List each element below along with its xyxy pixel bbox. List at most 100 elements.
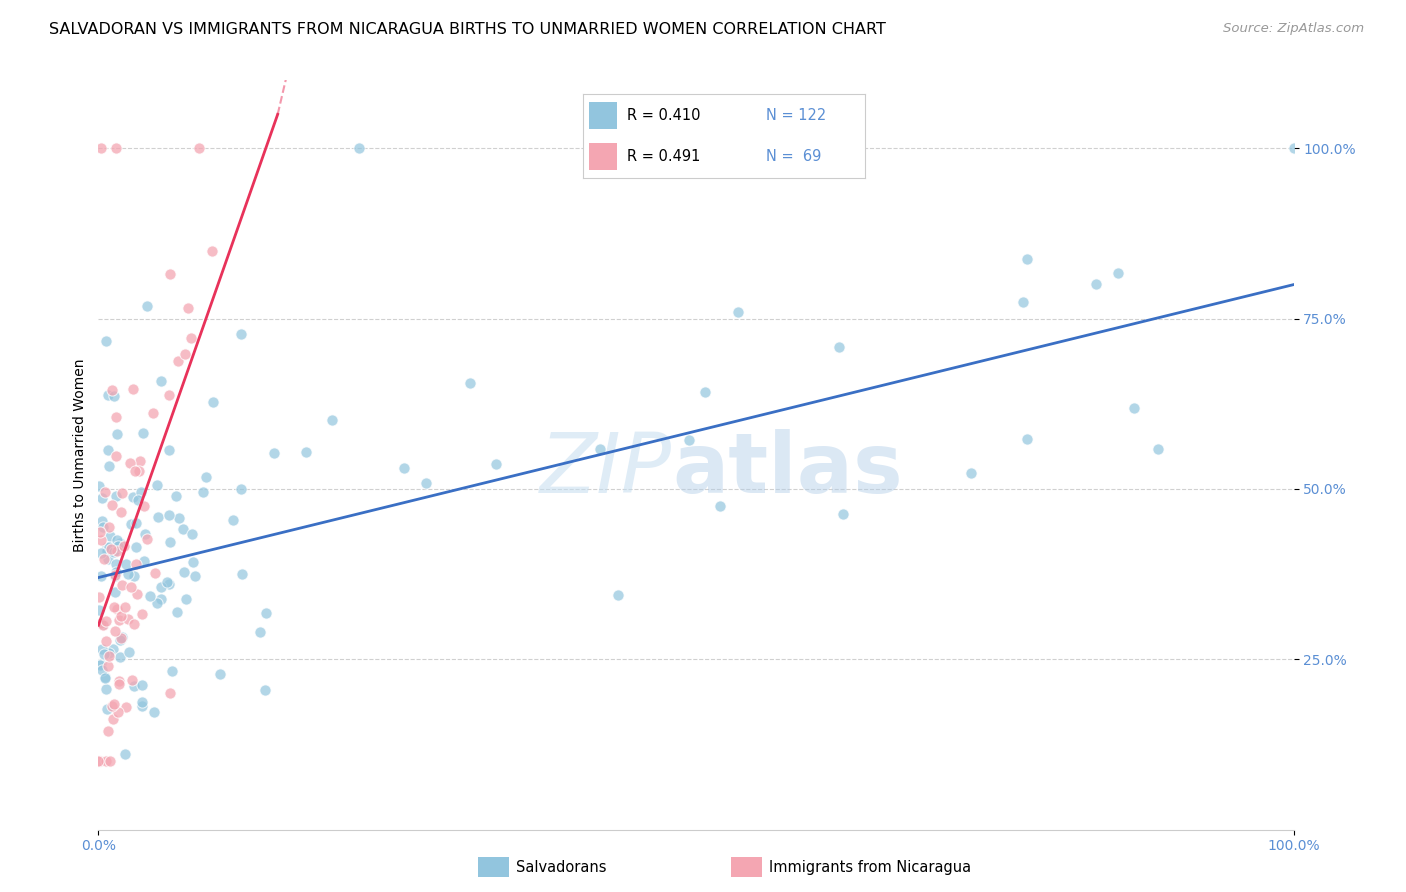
Point	[120, 580, 142, 594]
Point	[89, 525, 111, 540]
Point	[104, 569, 127, 583]
Point	[97, 388, 120, 402]
Point	[177, 301, 200, 315]
Text: ZIP: ZIP	[540, 429, 672, 510]
Point	[132, 425, 155, 440]
Point	[104, 541, 127, 556]
Point	[131, 695, 153, 709]
Point	[121, 673, 143, 687]
Point	[94, 755, 117, 769]
Y-axis label: Births to Unmarried Women: Births to Unmarried Women	[73, 359, 87, 551]
Point	[104, 584, 127, 599]
Point	[727, 305, 749, 319]
Point	[96, 543, 118, 558]
Point	[131, 607, 153, 621]
Point	[136, 299, 159, 313]
Point	[105, 533, 128, 547]
Point	[167, 511, 190, 525]
Point	[221, 513, 243, 527]
Point	[110, 609, 132, 624]
Point	[120, 517, 142, 532]
Point	[142, 705, 165, 719]
Point	[107, 540, 129, 554]
Point	[108, 650, 131, 665]
Point	[87, 755, 110, 769]
Point	[93, 552, 115, 566]
Point	[131, 484, 153, 499]
Point	[122, 617, 145, 632]
Point	[121, 382, 143, 396]
Point	[90, 491, 112, 505]
Point	[458, 376, 481, 391]
Point	[831, 507, 853, 521]
Point	[263, 446, 285, 460]
Point	[157, 442, 180, 457]
Point	[183, 569, 205, 583]
Point	[108, 633, 131, 648]
Point	[132, 554, 155, 568]
Point	[132, 500, 155, 514]
Point	[166, 605, 188, 619]
Point	[90, 514, 112, 528]
Point	[709, 499, 731, 513]
Text: Source: ZipAtlas.com: Source: ZipAtlas.com	[1223, 22, 1364, 36]
Point	[128, 453, 150, 467]
Point	[588, 442, 610, 457]
Point	[101, 699, 124, 714]
Point	[173, 565, 195, 579]
Point	[101, 383, 124, 397]
Point	[149, 375, 172, 389]
Point	[181, 527, 204, 541]
Point	[89, 590, 111, 604]
Point	[122, 569, 145, 583]
FancyBboxPatch shape	[589, 103, 617, 129]
Point	[127, 492, 149, 507]
Point	[90, 657, 112, 671]
Point	[146, 477, 169, 491]
Point	[103, 544, 125, 558]
Point	[96, 702, 118, 716]
Point	[1015, 252, 1038, 266]
Point	[1084, 277, 1107, 292]
Point	[98, 458, 121, 473]
Point	[110, 536, 132, 550]
Point	[828, 340, 851, 354]
Point	[107, 613, 129, 627]
Point	[131, 699, 153, 714]
Point	[93, 647, 115, 661]
Point	[607, 588, 630, 602]
Point	[103, 697, 125, 711]
Point	[98, 649, 121, 664]
Point	[114, 599, 136, 614]
Point	[122, 491, 145, 505]
Point	[959, 466, 981, 480]
Point	[191, 485, 214, 500]
Point	[93, 671, 115, 685]
Point	[105, 565, 128, 579]
Point	[125, 516, 148, 531]
Point	[415, 475, 437, 490]
Text: N =  69: N = 69	[766, 149, 821, 164]
Point	[107, 705, 129, 719]
Point	[254, 606, 277, 620]
Point	[111, 630, 134, 644]
Point	[103, 389, 125, 403]
Point	[94, 334, 117, 348]
Point	[159, 535, 181, 549]
Point	[231, 566, 253, 581]
Point	[111, 486, 134, 500]
Text: Salvadorans: Salvadorans	[516, 861, 606, 875]
Point	[136, 532, 159, 546]
Point	[117, 566, 139, 581]
Point	[97, 443, 120, 458]
Point	[90, 533, 112, 547]
Point	[146, 596, 169, 610]
Point	[174, 591, 197, 606]
Point	[98, 529, 121, 543]
Point	[97, 540, 120, 554]
Point	[104, 624, 127, 638]
Point	[1282, 141, 1305, 155]
Point	[105, 489, 128, 503]
Point	[96, 634, 118, 648]
Point	[195, 469, 218, 483]
